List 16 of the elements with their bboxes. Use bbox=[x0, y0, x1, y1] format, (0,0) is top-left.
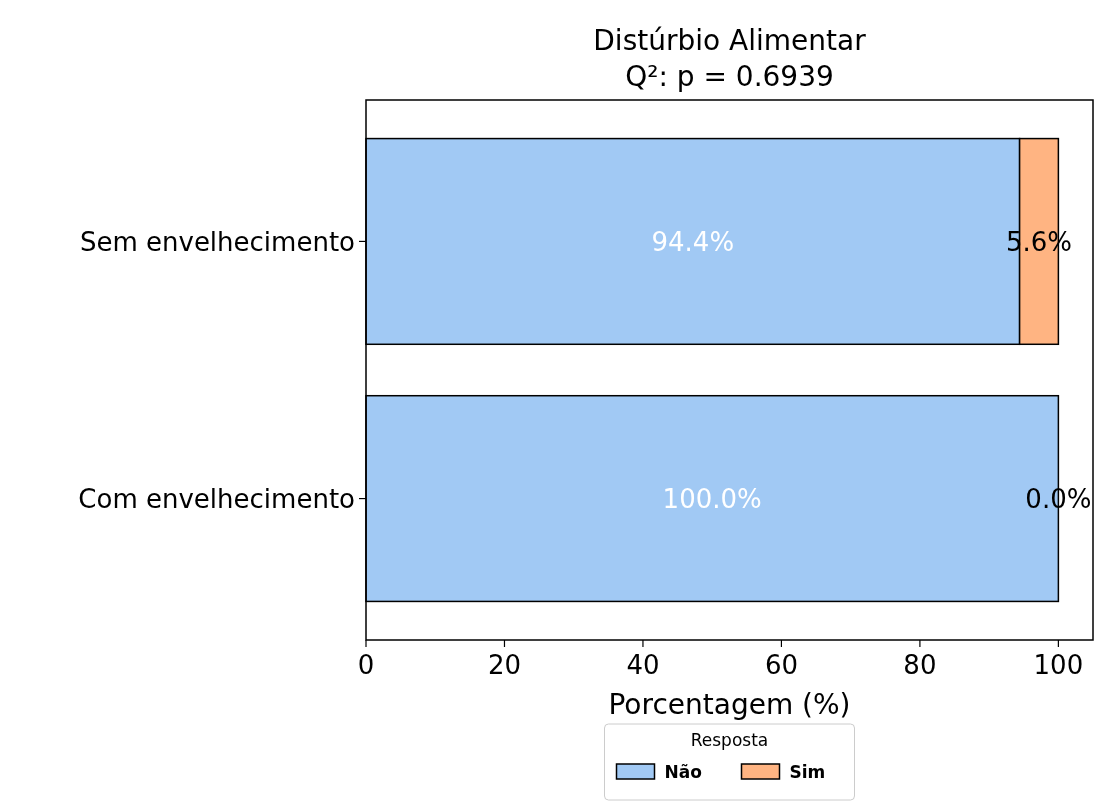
chart-title: Distúrbio Alimentar bbox=[593, 24, 867, 57]
x-axis-title: Porcentagem (%) bbox=[608, 688, 851, 721]
x-tick-label: 20 bbox=[487, 650, 522, 680]
data-label: 100.0% bbox=[662, 483, 762, 514]
x-tick-label: 60 bbox=[764, 650, 798, 680]
legend-label: Não bbox=[664, 762, 702, 782]
legend-label: Sim bbox=[789, 762, 826, 782]
data-label: 94.4% bbox=[651, 226, 735, 257]
y-tick-label: Com envelhecimento bbox=[78, 483, 355, 514]
legend-title: Resposta bbox=[690, 730, 769, 750]
x-tick-label: 80 bbox=[903, 650, 937, 680]
x-tick-label: 40 bbox=[626, 650, 660, 680]
x-tick-label: 100 bbox=[1033, 650, 1084, 680]
y-tick-label: Sem envelhecimento bbox=[79, 226, 355, 257]
chart-subtitle: Q²: p = 0.6939 bbox=[625, 60, 834, 93]
x-tick-label: 0 bbox=[357, 650, 375, 680]
